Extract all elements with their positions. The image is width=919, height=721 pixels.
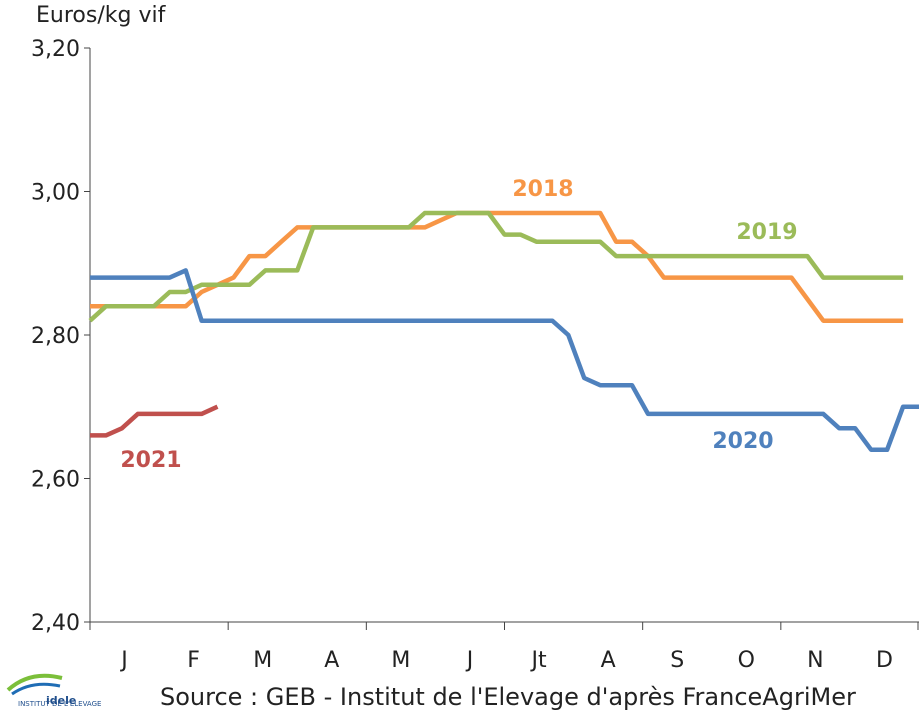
y-tick-label: 2,60 xyxy=(31,468,80,493)
y-axis-label: Euros/kg vif xyxy=(36,3,167,28)
x-tick-label: M xyxy=(391,648,410,673)
series-line xyxy=(90,268,919,453)
x-tick-label: D xyxy=(876,648,893,673)
logo: INSTITUT DE L'ELEVAGE idele xyxy=(6,673,101,708)
series-line xyxy=(88,210,904,323)
x-tick-label: A xyxy=(601,648,616,673)
svg-text:idele: idele xyxy=(46,694,76,707)
x-tick-label: M xyxy=(253,648,272,673)
y-tick-label: 2,80 xyxy=(31,324,80,349)
y-tick-label: 3,20 xyxy=(31,37,80,62)
y-tick-label: 2,40 xyxy=(31,611,80,636)
x-tick-label: J xyxy=(119,648,128,673)
svg-text:INSTITUT DE L'ELEVAGE: INSTITUT DE L'ELEVAGE xyxy=(18,700,101,708)
series-label: 2020 xyxy=(712,429,773,454)
x-tick-label: F xyxy=(187,648,200,673)
x-tick-label: A xyxy=(324,648,339,673)
x-tick-label: Jt xyxy=(529,648,546,673)
series-label: 2021 xyxy=(120,448,181,473)
series-label: 2018 xyxy=(512,177,573,202)
x-tick-label: S xyxy=(670,648,684,673)
x-tick-label: J xyxy=(465,648,474,673)
x-tick-label: N xyxy=(807,648,823,673)
series-line xyxy=(90,404,219,438)
y-tick-label: 3,00 xyxy=(31,181,80,206)
x-tick-label: O xyxy=(738,648,755,673)
series-label: 2019 xyxy=(736,220,797,245)
series-line xyxy=(90,210,904,323)
source: Source : GEB - Institut de l'Elevage d'a… xyxy=(160,683,856,711)
